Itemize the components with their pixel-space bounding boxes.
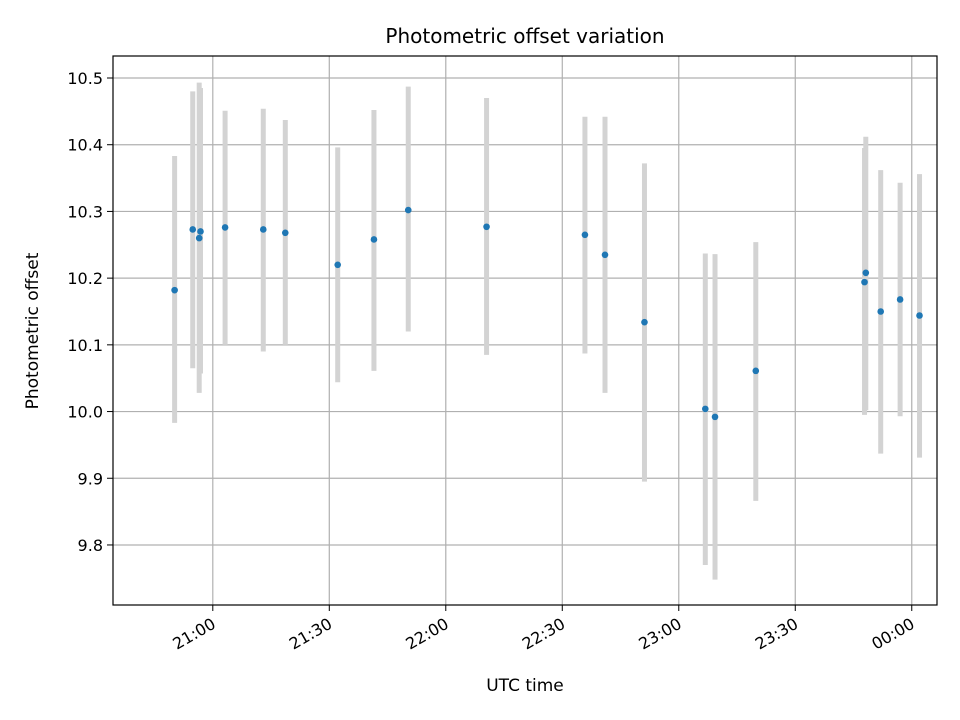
- data-points: [171, 206, 923, 421]
- plot-frame: [112, 55, 938, 606]
- y-axis-label: Photometric offset: [23, 252, 43, 409]
- y-tick-label: 10.0: [67, 403, 103, 422]
- x-tick-label: 23:30: [752, 614, 801, 654]
- data-point: [862, 269, 870, 277]
- error-bars: [172, 82, 923, 580]
- data-point: [370, 236, 378, 243]
- x-tick-label: 21:30: [286, 614, 335, 654]
- data-point: [752, 367, 760, 375]
- data-point: [195, 234, 203, 242]
- x-axis-label: UTC time: [486, 676, 564, 696]
- x-tick-label: 22:30: [519, 614, 568, 654]
- x-axis: 21:00 21:30 22:00 22:30 23:00 23:30 00:00: [169, 605, 918, 654]
- data-point: [197, 228, 204, 235]
- y-tick-label: 10.1: [67, 336, 103, 355]
- y-tick-label: 9.9: [78, 469, 103, 488]
- data-point: [896, 296, 904, 303]
- data-point: [221, 224, 229, 231]
- y-axis: 9.8 9.9 10.0 10.1 10.2 10.3 10.4 10.5: [67, 69, 113, 555]
- data-point: [281, 229, 289, 237]
- x-tick-label: 23:00: [635, 614, 684, 654]
- data-point: [404, 206, 412, 214]
- x-tick-label: 00:00: [868, 614, 917, 654]
- chart-title: Photometric offset variation: [385, 24, 664, 48]
- data-point: [877, 308, 884, 315]
- data-point: [601, 251, 609, 259]
- y-tick-label: 9.8: [78, 536, 103, 555]
- data-point: [189, 226, 197, 233]
- data-point: [581, 231, 589, 239]
- data-point: [171, 286, 178, 294]
- data-point: [916, 312, 923, 319]
- data-point: [259, 226, 267, 233]
- y-tick-label: 10.5: [67, 69, 103, 88]
- data-point: [483, 223, 490, 231]
- x-tick-label: 21:00: [169, 614, 218, 654]
- data-point: [641, 318, 648, 326]
- data-point: [861, 278, 868, 286]
- y-tick-label: 10.2: [67, 269, 103, 288]
- data-point: [702, 405, 709, 413]
- y-tick-label: 10.3: [67, 202, 103, 221]
- grid: [113, 56, 937, 605]
- data-point: [334, 261, 342, 269]
- x-tick-label: 22:00: [402, 614, 451, 654]
- y-tick-label: 10.4: [67, 136, 103, 155]
- data-point: [711, 413, 719, 421]
